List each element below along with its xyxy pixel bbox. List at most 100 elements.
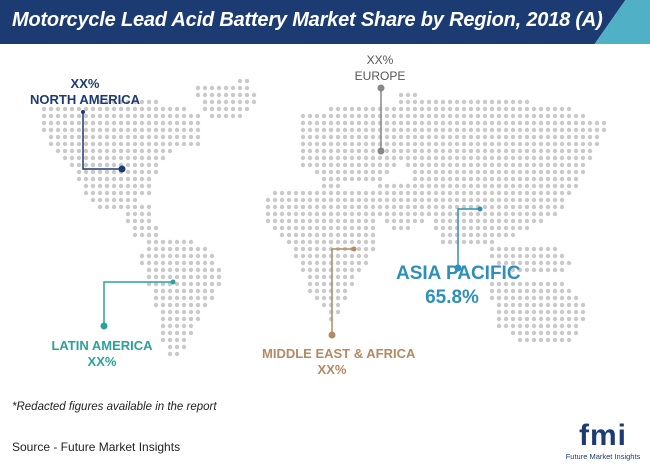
mea-end <box>351 246 357 252</box>
map-dot <box>160 253 166 259</box>
map-dot <box>342 232 348 238</box>
map-dot <box>475 225 481 231</box>
map-dot <box>139 141 145 147</box>
map-dot <box>342 218 348 224</box>
map-dot <box>489 148 495 154</box>
map-dot <box>160 302 166 308</box>
map-dot <box>489 99 495 105</box>
map-dot <box>419 134 425 140</box>
map-dot <box>139 127 145 133</box>
map-dot <box>412 190 418 196</box>
map-dot <box>524 183 530 189</box>
map-dot <box>363 127 369 133</box>
map-dot <box>349 281 355 287</box>
map-dot <box>300 197 306 203</box>
map-dot <box>104 99 110 105</box>
map-dot <box>251 99 257 105</box>
map-dot <box>482 190 488 196</box>
map-dot <box>447 127 453 133</box>
map-dot <box>188 316 194 322</box>
map-dot <box>398 155 404 161</box>
map-dot <box>356 120 362 126</box>
map-dot <box>552 190 558 196</box>
map-dot <box>594 120 600 126</box>
map-dot <box>174 260 180 266</box>
map-dot <box>580 309 586 315</box>
map-dot <box>118 113 124 119</box>
map-dot <box>545 176 551 182</box>
map-dot <box>566 323 572 329</box>
map-dot <box>559 204 565 210</box>
map-dot <box>265 218 271 224</box>
map-dot <box>181 267 187 273</box>
map-dot <box>363 211 369 217</box>
map-dot <box>489 211 495 217</box>
map-dot <box>412 113 418 119</box>
map-dot <box>461 225 467 231</box>
map-dot <box>447 155 453 161</box>
map-dot <box>587 120 593 126</box>
map-dot <box>510 302 516 308</box>
map-dot <box>405 134 411 140</box>
map-dot <box>69 127 75 133</box>
map-dot <box>335 274 341 280</box>
map-dot <box>545 337 551 343</box>
map-dot <box>391 134 397 140</box>
map-dot <box>468 169 474 175</box>
map-dot <box>447 218 453 224</box>
map-dot <box>405 141 411 147</box>
map-dot <box>335 169 341 175</box>
map-dot <box>454 120 460 126</box>
map-dot <box>349 197 355 203</box>
map-dot <box>146 141 152 147</box>
map-dot <box>517 295 523 301</box>
map-dot <box>545 120 551 126</box>
map-dot <box>62 120 68 126</box>
map-dot <box>153 246 159 252</box>
map-dot <box>62 148 68 154</box>
map-dot <box>601 127 607 133</box>
map-dot <box>475 120 481 126</box>
map-dot <box>195 113 201 119</box>
map-dot <box>391 106 397 112</box>
map-dot <box>349 225 355 231</box>
map-dot <box>146 211 152 217</box>
map-dot <box>426 99 432 105</box>
map-dot <box>552 288 558 294</box>
map-dot <box>335 232 341 238</box>
map-dot <box>559 134 565 140</box>
map-dot <box>160 337 166 343</box>
map-dot <box>510 288 516 294</box>
map-dot <box>440 183 446 189</box>
map-dot <box>146 183 152 189</box>
map-dot <box>125 99 131 105</box>
map-dot <box>97 176 103 182</box>
map-dot <box>174 120 180 126</box>
map-dot <box>433 183 439 189</box>
mea-value: XX% <box>317 362 347 377</box>
map-dot <box>524 267 530 273</box>
map-dot <box>97 169 103 175</box>
map-dot <box>314 148 320 154</box>
map-dot <box>104 190 110 196</box>
map-dot <box>160 288 166 294</box>
map-dot <box>531 330 537 336</box>
map-dot <box>328 197 334 203</box>
map-dot <box>160 113 166 119</box>
map-dot <box>538 302 544 308</box>
map-dot <box>160 281 166 287</box>
map-dot <box>160 148 166 154</box>
europe-name: EUROPE <box>354 69 406 83</box>
map-dot <box>524 281 530 287</box>
map-dot <box>76 148 82 154</box>
map-dot <box>517 127 523 133</box>
map-dot <box>412 155 418 161</box>
map-dot <box>349 120 355 126</box>
map-dot <box>132 225 138 231</box>
map-dot <box>307 162 313 168</box>
map-dot <box>531 281 537 287</box>
map-dot <box>349 169 355 175</box>
map-dot <box>566 316 572 322</box>
map-dot <box>524 120 530 126</box>
map-dot <box>412 197 418 203</box>
